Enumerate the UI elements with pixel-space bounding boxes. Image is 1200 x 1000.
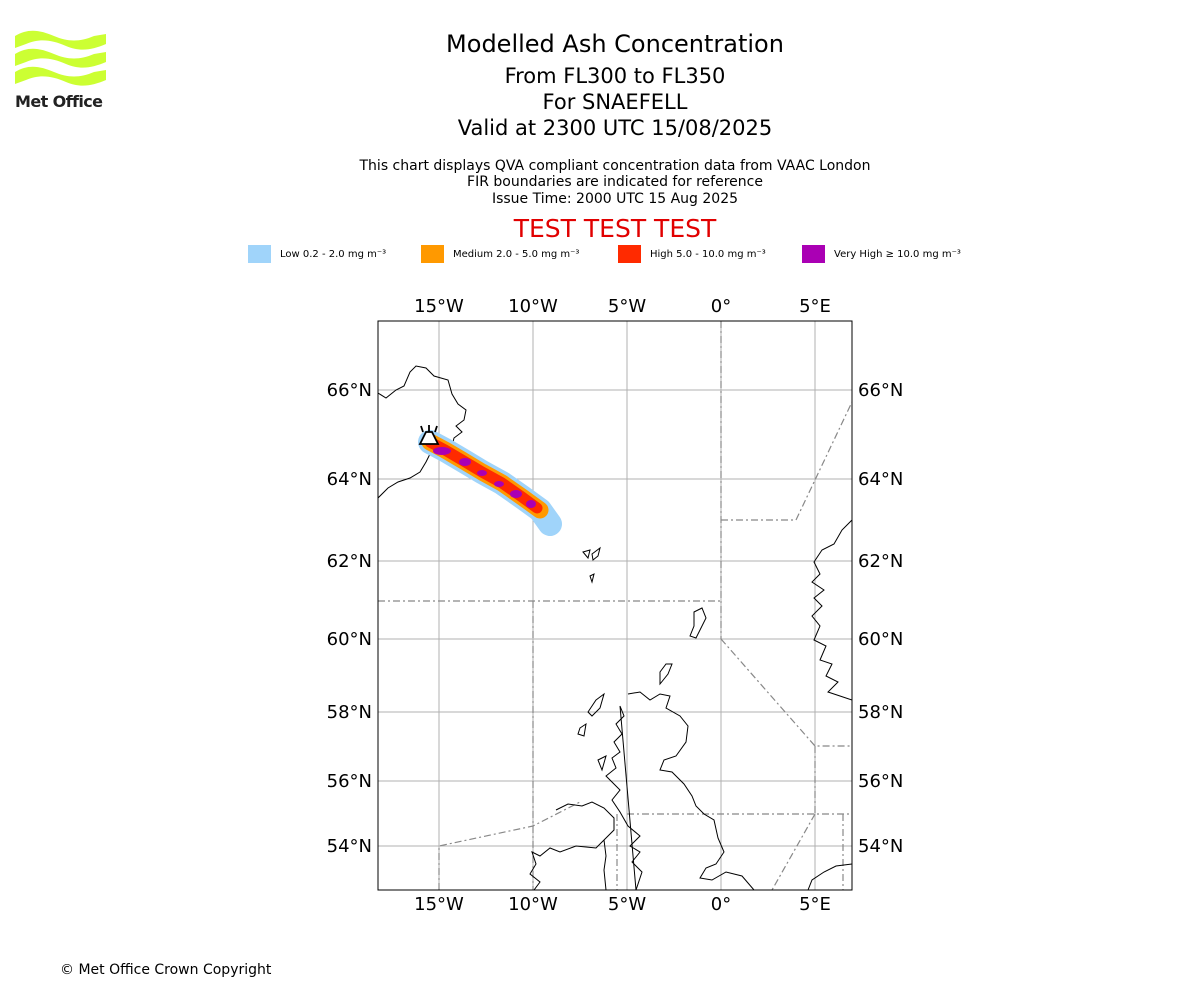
map-frame — [377, 320, 853, 891]
graticule — [378, 321, 852, 890]
lat-label-left-66n: 66°N — [327, 380, 372, 401]
hebrides — [577, 692, 607, 772]
valid-time: Valid at 2300 UTC 15/08/2025 — [457, 116, 773, 140]
volcano-name: For SNAEFELL — [542, 90, 688, 114]
iceland-coast — [378, 365, 467, 499]
copyright-notice: © Met Office Crown Copyright — [60, 962, 272, 978]
lat-label-left-62n: 62°N — [327, 551, 372, 572]
issue-time: Issue Time: 2000 UTC 15 Aug 2025 — [491, 191, 739, 207]
legend-swatch-low — [248, 245, 271, 263]
legend-swatch-high — [618, 245, 641, 263]
plume-very-high — [433, 447, 536, 508]
legend-label-high: High 5.0 - 10.0 mg m⁻³ — [650, 248, 766, 260]
flight-level-range: From FL300 to FL350 — [504, 64, 726, 88]
lat-label-left-56n: 56°N — [327, 771, 372, 792]
norway-coast — [811, 519, 852, 701]
subtitle-description: This chart displays QVA compliant concen… — [359, 158, 871, 174]
coastlines — [378, 365, 852, 890]
lon-label-top-5e: 5°E — [799, 296, 831, 317]
lon-label-bottom-5e: 5°E — [799, 894, 831, 915]
lat-label-left-64n: 64°N — [327, 469, 372, 490]
lon-label-bottom-0: 0° — [711, 894, 731, 915]
logo-wave-2 — [15, 48, 106, 68]
lon-label-top-5w: 5°W — [608, 296, 646, 317]
lat-label-right-60n: 60°N — [858, 629, 903, 650]
denmark-coast — [807, 863, 852, 890]
lat-label-right-54n: 54°N — [858, 836, 903, 857]
map-content — [378, 321, 852, 890]
met-office-logo — [15, 30, 106, 86]
legend-item-high: High 5.0 - 10.0 mg m⁻³ — [618, 245, 766, 263]
faroe-islands — [582, 546, 601, 584]
great-britain — [605, 691, 755, 890]
shetland-islands — [689, 607, 707, 639]
legend-item-very-high: Very High ≥ 10.0 mg m⁻³ — [802, 245, 961, 263]
test-banner: TEST TEST TEST — [513, 214, 717, 243]
lon-label-top-0: 0° — [711, 296, 731, 317]
lon-label-top-15w: 15°W — [414, 296, 464, 317]
lon-label-bottom-15w: 15°W — [414, 894, 464, 915]
volcano-icon — [418, 425, 440, 445]
legend-label-medium: Medium 2.0 - 5.0 mg m⁻³ — [453, 248, 580, 260]
legend-swatch-medium — [421, 245, 444, 263]
fir-boundaries — [378, 321, 852, 890]
lat-label-left-58n: 58°N — [327, 702, 372, 723]
logo-wave-1 — [15, 30, 106, 50]
chart-title: Modelled Ash Concentration — [446, 30, 784, 58]
lat-label-right-64n: 64°N — [858, 469, 903, 490]
legend-swatch-very-high — [802, 245, 825, 263]
lat-label-left-54n: 54°N — [327, 836, 372, 857]
logo-text: Met Office — [15, 92, 103, 111]
legend-item-medium: Medium 2.0 - 5.0 mg m⁻³ — [421, 245, 579, 263]
lon-label-top-10w: 10°W — [508, 296, 558, 317]
legend-label-very-high: Very High ≥ 10.0 mg m⁻³ — [834, 248, 961, 260]
ireland — [529, 801, 615, 890]
ash-plume — [418, 430, 562, 536]
lat-label-right-58n: 58°N — [858, 702, 903, 723]
legend-label-low: Low 0.2 - 2.0 mg m⁻³ — [280, 248, 387, 260]
lat-label-left-60n: 60°N — [327, 629, 372, 650]
lon-label-bottom-5w: 5°W — [608, 894, 646, 915]
orkney-islands — [659, 663, 673, 686]
legend-item-low: Low 0.2 - 2.0 mg m⁻³ — [248, 245, 386, 263]
subtitle-fir-note: FIR boundaries are indicated for referen… — [467, 174, 763, 190]
lat-label-right-56n: 56°N — [858, 771, 903, 792]
lon-label-bottom-10w: 10°W — [508, 894, 558, 915]
lat-label-right-66n: 66°N — [858, 380, 903, 401]
logo-wave-3 — [15, 66, 106, 86]
lat-label-right-62n: 62°N — [858, 551, 903, 572]
